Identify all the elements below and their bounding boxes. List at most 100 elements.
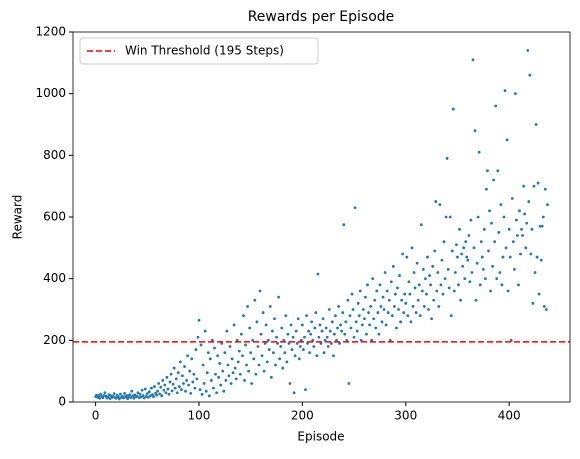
point <box>107 393 111 396</box>
point <box>404 301 408 305</box>
point <box>464 240 468 244</box>
point <box>339 323 343 327</box>
point <box>226 363 230 367</box>
point <box>315 354 319 358</box>
point <box>220 342 224 345</box>
point <box>106 395 110 399</box>
point <box>158 392 162 396</box>
point <box>507 227 511 231</box>
point <box>294 329 298 333</box>
point <box>132 396 136 400</box>
point <box>380 320 384 324</box>
point <box>230 357 234 361</box>
point <box>458 227 461 231</box>
point <box>262 369 266 373</box>
point <box>140 388 144 392</box>
point <box>429 283 432 287</box>
point <box>186 354 190 358</box>
y-tick-label: 1200 <box>35 25 66 39</box>
point <box>274 363 277 367</box>
point <box>239 332 243 336</box>
point <box>253 298 257 302</box>
point <box>343 332 347 336</box>
point <box>117 397 121 401</box>
point <box>403 292 407 296</box>
point <box>517 283 520 287</box>
point <box>513 92 517 96</box>
point <box>364 295 367 299</box>
point <box>355 329 359 333</box>
point <box>496 169 500 173</box>
point <box>243 379 246 382</box>
point <box>388 338 392 342</box>
point <box>116 395 120 399</box>
point <box>334 314 337 318</box>
point <box>382 308 386 311</box>
point <box>275 335 278 339</box>
point <box>425 292 428 296</box>
point <box>126 397 130 401</box>
point <box>146 395 150 399</box>
point <box>199 343 203 347</box>
frame <box>72 31 571 403</box>
point <box>390 314 394 318</box>
point <box>430 317 434 321</box>
point <box>439 283 443 287</box>
point <box>448 215 452 219</box>
point <box>472 246 476 250</box>
point <box>211 338 214 342</box>
point <box>546 203 549 207</box>
point <box>495 277 499 281</box>
point <box>169 372 173 376</box>
point <box>245 363 248 367</box>
point <box>305 314 308 318</box>
point <box>540 224 544 228</box>
x-tick-label: 0 <box>92 409 100 423</box>
point <box>490 221 493 225</box>
y-tick-label: 0 <box>58 395 66 409</box>
point <box>225 329 229 333</box>
point <box>456 255 459 259</box>
point <box>478 283 482 287</box>
x-tick-label: 400 <box>498 409 521 423</box>
point <box>501 255 505 259</box>
point <box>152 395 155 399</box>
point <box>135 394 139 398</box>
point <box>289 323 293 327</box>
point <box>203 329 207 333</box>
point <box>292 391 296 395</box>
point <box>443 277 447 281</box>
point <box>527 200 531 203</box>
point <box>333 332 336 336</box>
point <box>416 298 420 302</box>
point <box>258 289 262 293</box>
point <box>296 317 300 321</box>
point <box>227 374 231 378</box>
point <box>272 351 275 355</box>
point <box>236 360 240 364</box>
point <box>385 289 389 293</box>
point <box>502 215 506 219</box>
point <box>295 342 299 345</box>
point <box>536 181 540 185</box>
point <box>320 329 324 333</box>
point <box>123 391 126 395</box>
point <box>165 375 169 379</box>
point <box>417 283 421 287</box>
point <box>196 335 200 339</box>
point <box>161 379 165 382</box>
point <box>187 383 191 387</box>
point <box>503 89 507 92</box>
point <box>471 58 475 62</box>
point <box>489 289 492 293</box>
point <box>280 326 284 330</box>
point <box>139 395 143 399</box>
point <box>529 252 533 256</box>
point <box>381 295 385 299</box>
point <box>142 396 146 400</box>
point <box>223 351 227 355</box>
point <box>326 345 330 348</box>
point <box>358 289 362 293</box>
point <box>379 305 383 308</box>
point <box>164 391 168 395</box>
